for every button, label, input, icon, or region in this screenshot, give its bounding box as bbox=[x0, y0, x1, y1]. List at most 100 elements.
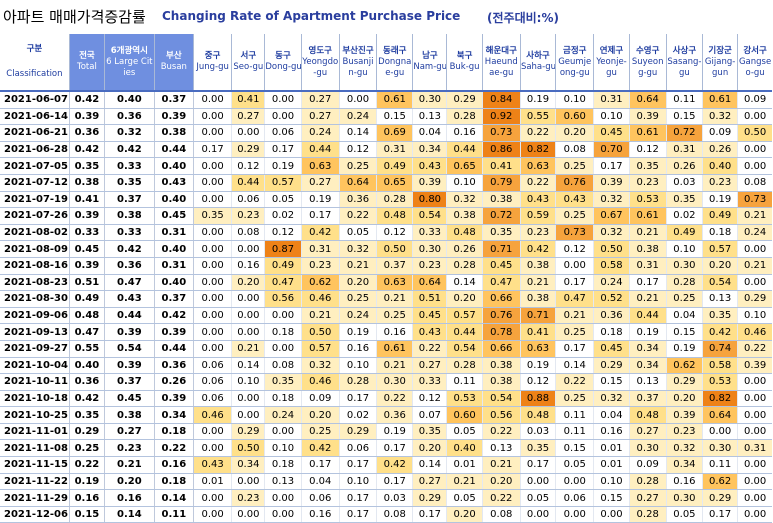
value-cell: 0.14 bbox=[555, 357, 594, 375]
value-cell: 0.21 bbox=[376, 357, 413, 375]
price-change-table: 구분 Classification 전국 Total 6개광역시 6 Large Ci… bbox=[0, 34, 772, 523]
table-row: 2021-10-04 0.40 0.39 0.36 0.06 0.14 0.08 0.32 0.… bbox=[0, 357, 772, 375]
value-cell: 0.87 bbox=[264, 240, 302, 258]
value-cell: 0.64 bbox=[412, 274, 447, 292]
value-cell: 0.00 bbox=[192, 489, 232, 507]
value-cell: 0.00 bbox=[555, 506, 594, 523]
value-cell: 0.16 bbox=[104, 489, 155, 507]
value-cell: 0.25 bbox=[68, 439, 105, 458]
value-cell: 0.29 bbox=[702, 489, 738, 507]
value-cell: 0.26 bbox=[702, 141, 738, 159]
value-cell: 0.31 bbox=[665, 141, 703, 159]
value-cell: 0.21 bbox=[300, 307, 340, 325]
value-cell: 0.00 bbox=[555, 257, 594, 275]
value-cell: 0.24 bbox=[264, 406, 302, 424]
value-cell: 0.31 bbox=[153, 224, 194, 242]
value-cell: 0.01 bbox=[593, 439, 630, 458]
table-row: 2021-08-30 0.49 0.43 0.37 0.00 0.00 0.56 0.46 0.… bbox=[0, 290, 772, 308]
value-cell: 0.42 bbox=[68, 141, 105, 159]
value-cell: 0.00 bbox=[737, 473, 772, 491]
value-cell: 0.28 bbox=[338, 373, 377, 391]
value-cell: 0.08 bbox=[231, 224, 265, 242]
value-cell: 0.48 bbox=[376, 207, 413, 225]
value-cell: 0.18 bbox=[593, 323, 630, 341]
value-cell: 0.16 bbox=[376, 323, 413, 341]
column-header-haeundae-gu: 해운대구 Haeundae-gu bbox=[481, 34, 521, 92]
value-cell: 0.31 bbox=[593, 91, 630, 109]
value-cell: 0.62 bbox=[702, 473, 738, 491]
value-cell: 0.31 bbox=[737, 439, 772, 458]
column-header-en: Jung-gu bbox=[196, 62, 229, 72]
value-cell: 0.00 bbox=[519, 506, 556, 523]
value-cell: 0.36 bbox=[104, 108, 155, 126]
value-cell: 0.86 bbox=[481, 141, 521, 159]
value-cell: 0.01 bbox=[192, 473, 232, 491]
value-cell: 0.32 bbox=[665, 439, 703, 458]
value-cell: 0.08 bbox=[737, 174, 772, 192]
value-cell: 0.25 bbox=[338, 290, 377, 308]
row-date: 2021-06-14 bbox=[0, 108, 70, 126]
value-cell: 0.45 bbox=[68, 240, 105, 258]
value-cell: 0.00 bbox=[264, 307, 302, 325]
value-cell: 0.00 bbox=[264, 340, 302, 358]
value-cell: 0.14 bbox=[104, 506, 155, 523]
value-cell: 0.29 bbox=[338, 423, 377, 441]
value-cell: 0.00 bbox=[192, 224, 232, 242]
value-cell: 0.52 bbox=[593, 290, 630, 308]
value-cell: 0.44 bbox=[628, 307, 667, 325]
row-date: 2021-10-11 bbox=[0, 373, 70, 391]
value-cell: 0.15 bbox=[593, 489, 630, 507]
value-cell: 0.00 bbox=[338, 91, 377, 109]
value-cell: 0.14 bbox=[412, 456, 447, 474]
value-cell: 0.04 bbox=[412, 124, 447, 142]
value-cell: 0.35 bbox=[68, 157, 105, 175]
value-cell: 0.02 bbox=[665, 207, 703, 225]
value-cell: 0.82 bbox=[702, 390, 738, 408]
value-cell: 0.43 bbox=[412, 323, 447, 341]
value-cell: 0.15 bbox=[376, 108, 413, 126]
value-cell: 0.35 bbox=[628, 157, 667, 175]
value-cell: 0.12 bbox=[338, 141, 377, 159]
value-cell: 0.45 bbox=[481, 257, 521, 275]
value-cell: 0.36 bbox=[376, 406, 413, 424]
value-cell: 0.22 bbox=[68, 456, 105, 474]
value-cell: 0.84 bbox=[481, 91, 521, 109]
value-cell: 0.10 bbox=[338, 357, 377, 375]
value-cell: 0.15 bbox=[68, 506, 105, 523]
value-cell: 0.43 bbox=[104, 290, 155, 308]
column-header-ko: 동구 bbox=[275, 51, 291, 61]
value-cell: 0.11 bbox=[446, 373, 483, 391]
value-cell: 0.21 bbox=[231, 340, 265, 358]
value-cell: 0.19 bbox=[519, 91, 556, 109]
value-cell: 0.78 bbox=[481, 323, 521, 341]
value-cell: 0.00 bbox=[737, 108, 772, 126]
value-cell: 0.00 bbox=[737, 274, 772, 292]
column-header-ko: 기장군 bbox=[708, 45, 732, 56]
value-cell: 0.49 bbox=[665, 224, 703, 242]
value-cell: 0.09 bbox=[628, 456, 667, 474]
value-cell: 0.00 bbox=[737, 141, 772, 159]
value-cell: 0.36 bbox=[338, 191, 377, 209]
value-cell: 0.34 bbox=[412, 141, 447, 159]
value-cell: 0.17 bbox=[338, 506, 377, 523]
value-cell: 0.02 bbox=[338, 406, 377, 424]
column-header-saha-gu: 사하구 Saha-gu bbox=[519, 34, 556, 92]
value-cell: 0.39 bbox=[153, 390, 194, 408]
value-cell: 0.18 bbox=[153, 473, 194, 491]
value-cell: 0.32 bbox=[702, 108, 738, 126]
value-cell: 0.30 bbox=[628, 439, 667, 458]
value-cell: 0.17 bbox=[338, 489, 377, 507]
value-cell: 0.27 bbox=[300, 91, 340, 109]
value-cell: 0.39 bbox=[68, 108, 105, 126]
value-cell: 0.16 bbox=[338, 340, 377, 358]
value-cell: 0.16 bbox=[446, 124, 483, 142]
value-cell: 0.38 bbox=[481, 191, 521, 209]
value-cell: 0.35 bbox=[519, 439, 556, 458]
value-cell: 0.40 bbox=[446, 439, 483, 458]
value-cell: 0.35 bbox=[264, 373, 302, 391]
title-korean: 아파트 매매가격증감률 bbox=[3, 8, 146, 26]
column-header-ko: 남구 bbox=[422, 51, 438, 61]
value-cell: 0.09 bbox=[737, 91, 772, 109]
value-cell: 0.04 bbox=[665, 307, 703, 325]
value-cell: 0.71 bbox=[519, 307, 556, 325]
